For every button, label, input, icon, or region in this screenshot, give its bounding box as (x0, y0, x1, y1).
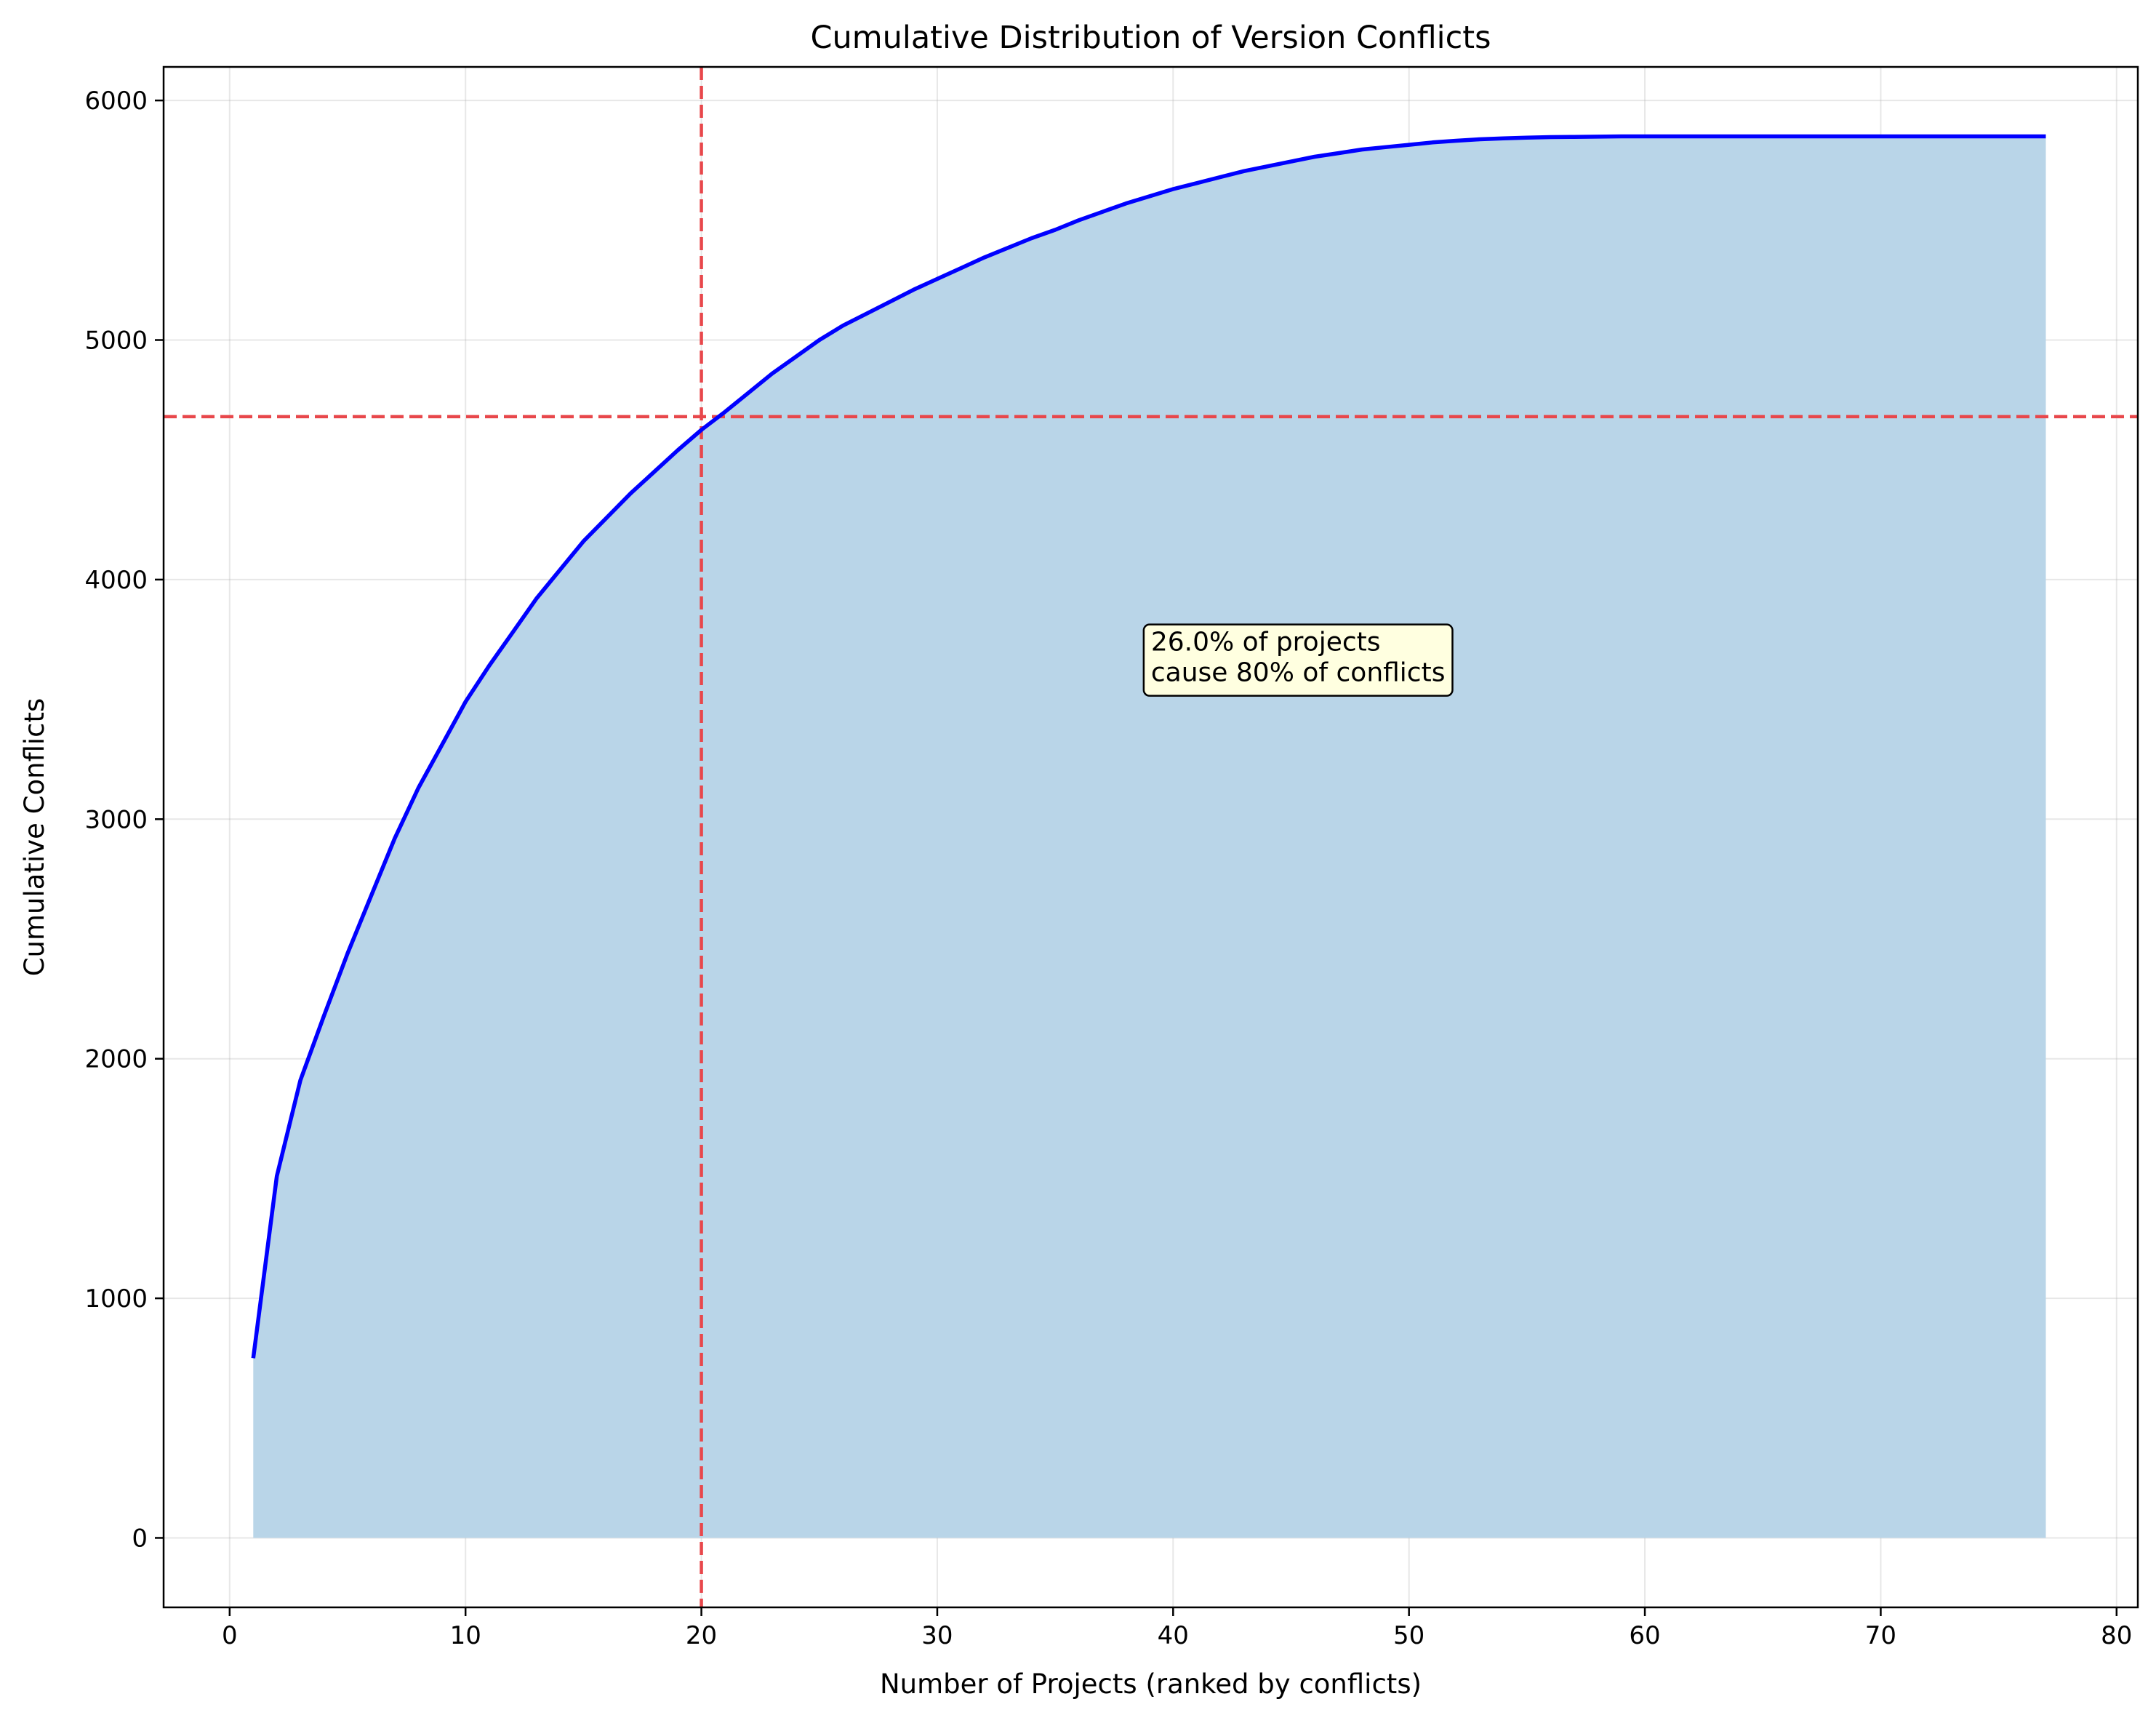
y-tick-label: 1000 (84, 1284, 148, 1314)
x-tick-label: 0 (222, 1621, 238, 1650)
annotation-line-1: 26.0% of projects (1151, 628, 1381, 657)
x-tick-label: 50 (1393, 1621, 1424, 1650)
x-tick-label: 10 (450, 1621, 481, 1650)
y-axis-ticks: 0 1000 2000 3000 4000 5000 6000 (84, 87, 164, 1553)
y-axis-title: Cumulative Conflicts (19, 698, 50, 977)
y-tick-label: 4000 (84, 566, 148, 595)
x-tick-label: 30 (921, 1621, 953, 1650)
y-tick-label: 3000 (84, 805, 148, 834)
annotation-background (1142, 623, 1454, 697)
x-tick-label: 80 (2101, 1621, 2132, 1650)
chart-title: Cumulative Distribution of Version Confl… (810, 20, 1491, 56)
x-tick-label: 20 (686, 1621, 717, 1650)
plot-frame (162, 65, 2139, 1609)
x-axis-ticks: 0 10 20 30 40 50 60 70 80 (222, 1607, 2132, 1650)
y-tick-label: 2000 (84, 1045, 148, 1074)
annotation-box: 26.0% of projects cause 80% of conflicts (1142, 623, 1454, 697)
x-tick-label: 70 (1865, 1621, 1896, 1650)
x-tick-label: 40 (1158, 1621, 1189, 1650)
y-tick-label: 6000 (84, 87, 148, 116)
x-tick-label: 60 (1629, 1621, 1660, 1650)
y-tick-label: 5000 (84, 327, 148, 356)
cumulative-line (251, 134, 2046, 1359)
annotation-line-2: cause 80% of conflicts (1151, 658, 1446, 688)
x-axis-title: Number of Projects (ranked by conflicts) (880, 1668, 1422, 1700)
y-tick-label: 0 (132, 1524, 148, 1553)
